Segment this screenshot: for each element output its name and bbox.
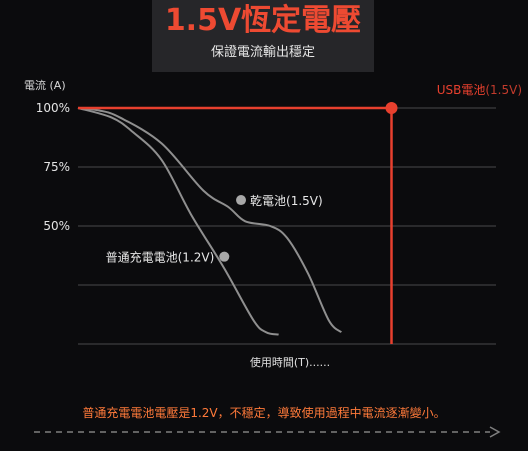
- y-tick-label: 75%: [43, 160, 70, 174]
- usb-battery-label: USB電池(1.5V): [437, 83, 522, 97]
- rechargeable-battery-label: 普通充電電池(1.2V): [106, 250, 215, 265]
- dry-battery-marker: [236, 195, 247, 206]
- time-arrow-head-icon: [489, 426, 501, 438]
- x-axis-label: 使用時間(T)......: [250, 356, 330, 369]
- dry-battery-label: 乾電池(1.5V): [250, 194, 323, 208]
- y-axis-label: 電流 (A): [24, 78, 66, 92]
- page-subtitle: 保證電流輸出穩定: [210, 45, 315, 60]
- y-tick-label: 100%: [36, 101, 70, 115]
- rechargeable-battery-marker: [219, 251, 230, 262]
- title-box: 1.5V恆定電壓 保證電流輸出穩定: [152, 0, 374, 72]
- caption-text: 普通充電電池電壓是1.2V，不穩定，導致使用過程中電流逐漸變小。: [82, 406, 446, 420]
- usb-battery-marker: [385, 102, 398, 114]
- dry-battery-curve: [77, 107, 343, 334]
- rechargeable-battery-curve: [77, 107, 279, 336]
- y-tick-label: 50%: [43, 219, 70, 233]
- page-title: 1.5V恆定電壓: [164, 3, 362, 38]
